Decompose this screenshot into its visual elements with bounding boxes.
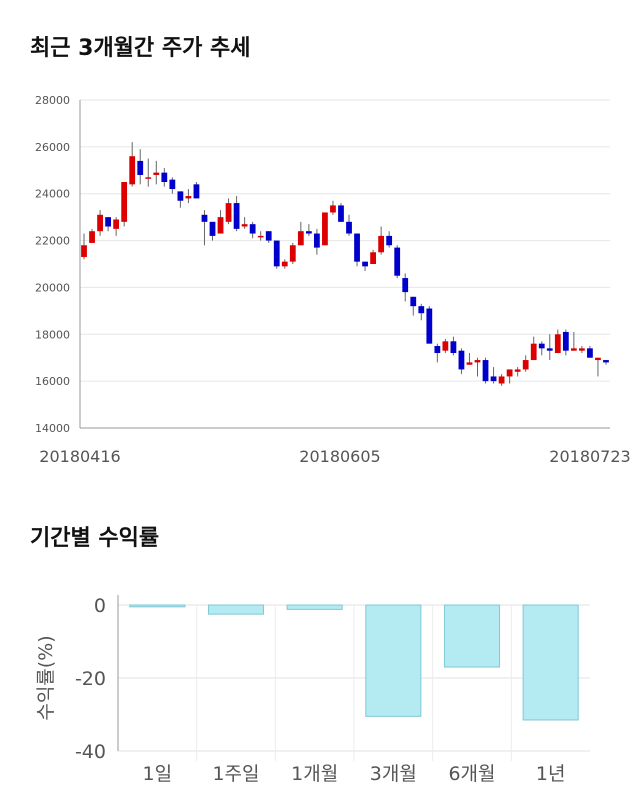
candle-body	[370, 252, 376, 264]
y-tick-label: -40	[75, 741, 106, 763]
candle-body	[105, 217, 111, 227]
candle-body	[410, 296, 417, 307]
candle-body	[562, 331, 569, 351]
candle-body	[225, 203, 232, 222]
y-tick-label: 22000	[35, 235, 70, 248]
x-tick-label: 1년	[536, 763, 566, 785]
x-tick-label: 3개월	[370, 763, 417, 785]
return-bar	[443, 604, 501, 668]
candle-body	[113, 219, 120, 229]
candle-body	[297, 231, 304, 246]
candle-body	[97, 214, 103, 232]
price-trend-chart: 28000 26000 24000 22000 20000 18000 16000 14000…	[35, 94, 631, 466]
y-tick-label: 14000	[35, 422, 70, 435]
candle-body	[289, 245, 296, 262]
candle-body	[121, 182, 128, 222]
candle-body	[145, 177, 152, 179]
candle-body	[595, 357, 601, 361]
y-axis-label: 수익률(%)	[35, 635, 57, 720]
x-tick-label: 1개월	[291, 763, 338, 785]
candle-body	[305, 231, 312, 234]
price-trend-title: 최근 3개월간 주가 추세	[30, 36, 251, 61]
candle-body	[129, 156, 136, 185]
candle-body	[169, 179, 176, 190]
y-tick-label: 26000	[35, 141, 70, 154]
candle-body	[177, 191, 184, 201]
candle-body	[314, 233, 320, 248]
return-bar	[286, 604, 343, 610]
candle-body	[378, 235, 385, 253]
x-tick-label: 6개월	[448, 763, 495, 785]
y-tick-label: 24000	[35, 188, 70, 201]
candle-body	[474, 360, 481, 363]
candle-body	[570, 348, 577, 351]
candle-body	[603, 360, 609, 363]
candle-body	[362, 261, 368, 267]
candle-body	[265, 231, 272, 241]
candle-body	[201, 214, 208, 222]
y-tick-label: 20000	[35, 281, 70, 294]
candle-body	[434, 346, 441, 354]
candle-body	[386, 235, 393, 246]
x-tick-label: 20180723	[549, 447, 630, 466]
candle-body	[81, 245, 87, 257]
candle-body	[137, 160, 144, 175]
candle-body	[402, 278, 409, 293]
candle-body	[466, 362, 473, 365]
candle-body	[579, 348, 585, 351]
return-bar	[129, 604, 186, 608]
candle-body	[193, 184, 200, 199]
candle-body	[257, 235, 264, 238]
return-bar	[522, 604, 579, 721]
candle-body	[161, 172, 168, 182]
candle-body	[426, 308, 433, 344]
candle-body	[338, 205, 344, 222]
candle-body	[330, 205, 336, 213]
candle-body	[249, 224, 256, 234]
candle-body	[450, 341, 457, 354]
y-tick-label: 16000	[35, 375, 70, 388]
candle-body	[514, 369, 521, 372]
candle-body	[490, 376, 497, 382]
y-tick-label: -20	[75, 668, 106, 690]
candle-body	[522, 360, 529, 370]
return-bar	[365, 604, 422, 717]
candle-body	[506, 369, 513, 377]
candle-body	[241, 224, 248, 227]
period-return-title: 기간별 수익률	[30, 526, 160, 551]
candle-body	[217, 217, 224, 234]
candle-body	[354, 233, 360, 262]
x-tick-label: 1주일	[212, 763, 259, 785]
candle-body	[233, 203, 240, 229]
candle-body	[273, 240, 280, 267]
y-tick-label: 28000	[35, 94, 70, 107]
candle-body	[538, 343, 545, 349]
candle-body	[587, 348, 593, 358]
candle-body	[185, 196, 192, 199]
candle-body	[482, 360, 489, 382]
y-tick-label: 0	[94, 595, 106, 617]
return-bar	[207, 604, 265, 615]
candle-body	[546, 348, 553, 351]
candle-body	[153, 172, 160, 175]
candle-body	[322, 212, 328, 246]
x-tick-label: 20180605	[299, 447, 380, 466]
candle-body	[530, 343, 537, 361]
candle-body	[89, 231, 95, 243]
candle-body	[281, 261, 288, 267]
candle-body	[209, 221, 216, 236]
candle-body	[346, 221, 352, 234]
y-tick-label: 18000	[35, 328, 70, 341]
x-tick-label: 1일	[143, 763, 173, 785]
candle-body	[498, 376, 505, 384]
candle-body	[394, 247, 401, 276]
candle-body	[554, 334, 561, 354]
candle-body	[458, 350, 465, 370]
x-tick-label: 20180416	[39, 447, 120, 466]
candle-body	[442, 341, 449, 351]
candle-body	[418, 306, 425, 314]
